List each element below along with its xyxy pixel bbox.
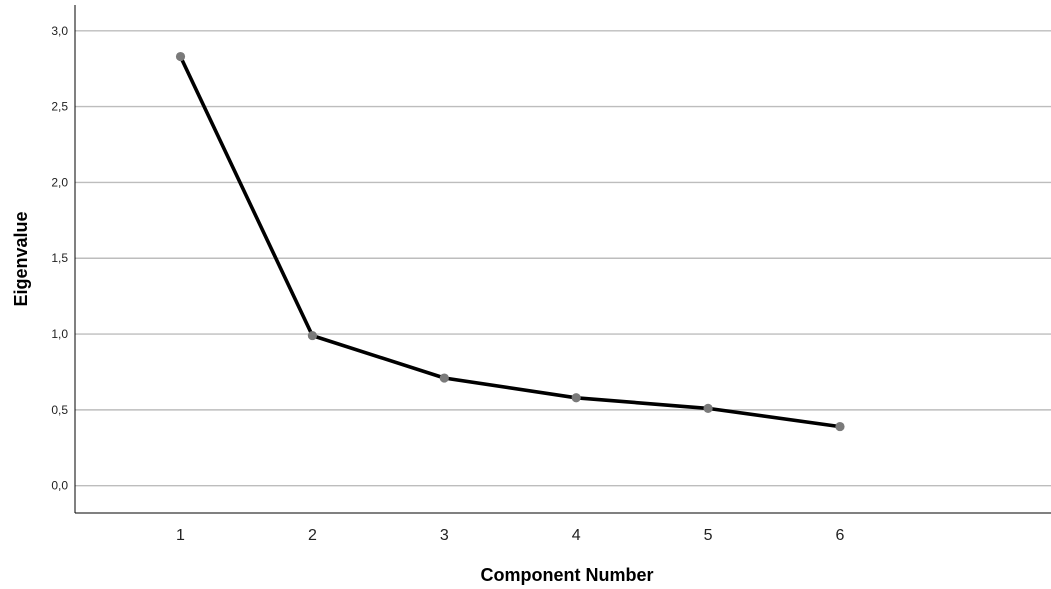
- y-tick-label: 0,0: [51, 479, 68, 493]
- data-point: [571, 393, 581, 403]
- x-tick-label: 1: [176, 527, 185, 544]
- data-point: [703, 403, 713, 413]
- x-tick-label: 4: [572, 527, 581, 544]
- x-tick-label: 2: [308, 527, 317, 544]
- x-tick-label: 3: [440, 527, 449, 544]
- axes: [74, 5, 1051, 514]
- y-tick-label: 3,0: [51, 24, 68, 38]
- series: [175, 51, 845, 432]
- y-tick-label: 1,0: [51, 327, 68, 341]
- series-line: [178, 54, 842, 429]
- data-point: [307, 330, 318, 341]
- data-point: [175, 51, 186, 62]
- y-axis-title: Eigenvalue: [11, 211, 31, 306]
- y-tick-label: 0,5: [51, 403, 68, 417]
- x-tick-label: 5: [704, 527, 713, 544]
- y-tick-label: 1,5: [51, 251, 68, 265]
- x-tick-labels: 1 2 3 4 5 6: [176, 527, 844, 544]
- data-point: [835, 421, 845, 432]
- data-point: [439, 373, 449, 383]
- gridlines: [75, 30, 1051, 487]
- y-tick-labels: 0,0 0,5 1,0 1,5 2,0 2,5 3,0: [51, 24, 68, 493]
- x-tick-label: 6: [836, 527, 845, 544]
- y-tick-label: 2,5: [51, 100, 68, 114]
- y-tick-label: 2,0: [51, 175, 68, 189]
- x-axis-title: Component Number: [481, 565, 654, 585]
